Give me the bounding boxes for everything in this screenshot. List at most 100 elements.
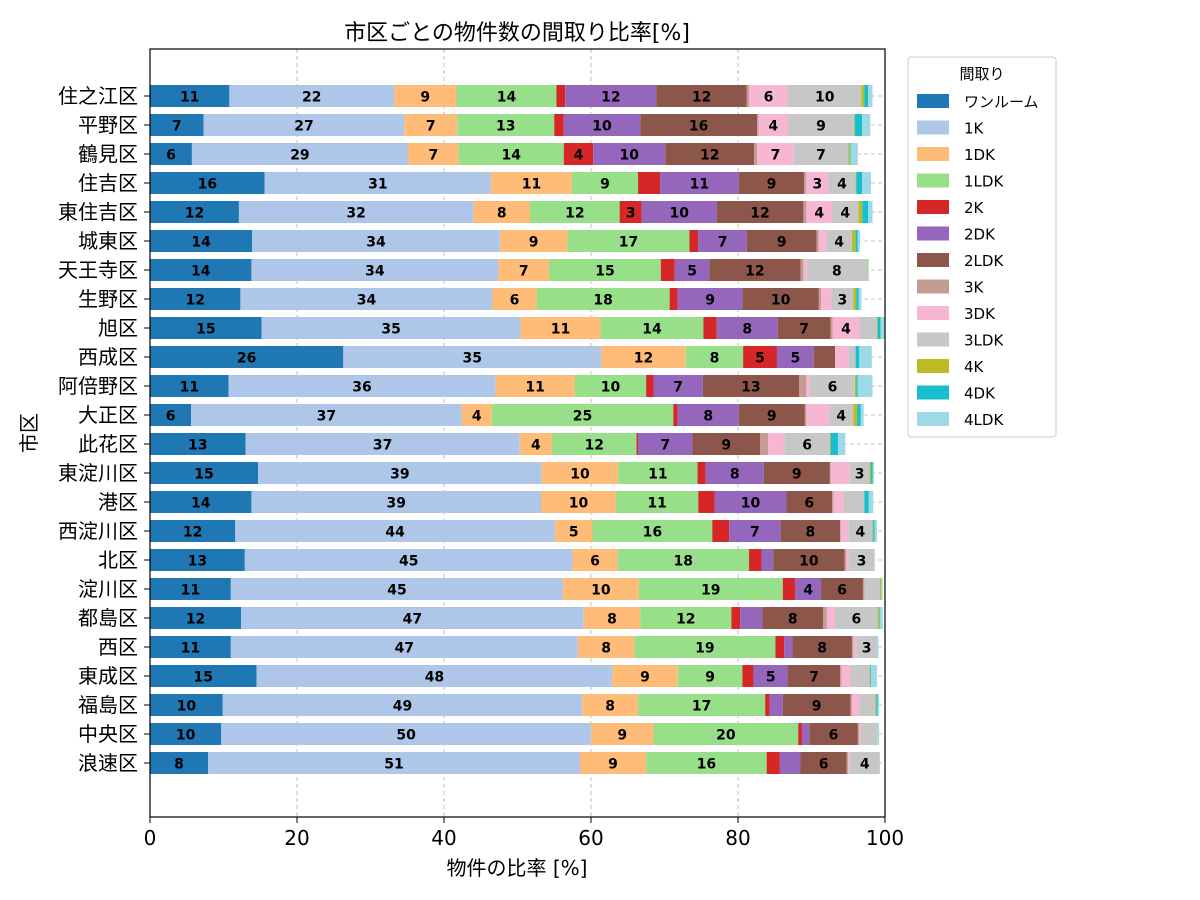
bar-segment (673, 404, 678, 426)
bar-value-label: 7 (816, 148, 826, 164)
y-tick-label: 東淀川区 (58, 461, 138, 485)
bar-segment (150, 404, 192, 426)
bar-segment (519, 433, 553, 455)
bar-value-label: 10 (619, 148, 639, 164)
bar-value-label: 16 (198, 177, 217, 193)
bar-segment (850, 143, 858, 165)
bar-segment (810, 375, 855, 397)
legend-entry: 2DK (964, 226, 996, 244)
bar-segment (669, 288, 678, 310)
bar-segment (787, 85, 862, 107)
bar-segment (491, 172, 572, 194)
bar-segment (766, 752, 780, 774)
bar-value-label: 8 (605, 699, 615, 715)
legend-swatch (917, 279, 949, 294)
bar-segment (499, 230, 568, 252)
y-tick-label: 福島区 (78, 693, 138, 717)
bar-segment (813, 346, 836, 368)
bar-segment (840, 665, 842, 687)
bar-value-label: 12 (183, 525, 202, 541)
bar-value-label: 4 (472, 409, 482, 425)
bar-value-label: 48 (425, 670, 444, 686)
bar-segment (563, 143, 594, 165)
bar-segment (229, 85, 395, 107)
bar-segment (818, 230, 827, 252)
bar-segment (618, 462, 698, 484)
bar-segment (456, 85, 557, 107)
bar-segment (714, 491, 787, 513)
bar-segment (150, 491, 252, 513)
bar-segment (577, 636, 635, 658)
bar-segment (860, 404, 864, 426)
bar-segment (761, 549, 774, 571)
bar-value-label: 10 (591, 583, 611, 599)
legend-swatch (917, 226, 949, 241)
bar-segment (870, 665, 872, 687)
x-tick-label: 60 (578, 826, 603, 850)
bar-value-label: 11 (180, 380, 199, 396)
bar-segment (851, 636, 854, 658)
bar-segment (833, 491, 844, 513)
bar-value-label: 14 (191, 496, 211, 512)
bar-value-label: 13 (188, 554, 207, 570)
bar-segment (848, 346, 856, 368)
bar-value-label: 14 (642, 322, 662, 338)
bar-segment (641, 201, 717, 223)
bar-value-label: 4 (841, 322, 851, 338)
bar-segment (877, 723, 880, 745)
bar-segment (638, 694, 766, 716)
bar-value-label: 16 (697, 757, 716, 773)
bar-value-label: 11 (551, 322, 570, 338)
bar-value-label: 3 (626, 206, 636, 222)
bar-segment (716, 201, 804, 223)
bar-segment (868, 85, 873, 107)
bar-value-label: 10 (601, 380, 621, 396)
bar-segment (738, 404, 805, 426)
bar-segment (829, 404, 854, 426)
bar-segment (856, 172, 863, 194)
plot-frame (149, 48, 886, 818)
y-tick-label: 城東区 (78, 229, 138, 253)
bar-segment (150, 665, 257, 687)
bar-value-label: 6 (764, 90, 774, 106)
bar-segment (150, 114, 204, 136)
bar-segment (150, 636, 231, 658)
bar-value-label: 12 (692, 90, 711, 106)
bar-segment (800, 259, 804, 281)
bar-segment (554, 114, 564, 136)
bar-value-label: 9 (600, 177, 610, 193)
bar-segment (806, 201, 833, 223)
bar-segment (864, 491, 869, 513)
bar-segment (685, 346, 744, 368)
y-tick-label: 西淀川区 (58, 519, 138, 543)
bar-value-label: 6 (510, 293, 520, 309)
bar-segment (775, 636, 785, 658)
bar-value-label: 10 (177, 699, 197, 715)
bar-segment (634, 636, 776, 658)
bar-segment (150, 607, 242, 629)
bar-segment (703, 317, 717, 339)
bar-segment (150, 288, 241, 310)
y-tick-label: 生野区 (78, 287, 138, 311)
bar-segment (601, 346, 686, 368)
y-tick-label: 天王寺区 (58, 258, 138, 282)
bar-segment (779, 752, 801, 774)
bar-segment (858, 201, 863, 223)
bar-segment (583, 607, 641, 629)
bar-segment (826, 230, 852, 252)
bar-segment (150, 346, 344, 368)
y-tick-label: 都島区 (78, 606, 138, 630)
bar-segment (841, 665, 851, 687)
bar-value-label: 7 (799, 322, 809, 338)
bar-segment (872, 520, 874, 542)
legend-swatch (917, 385, 949, 400)
bar-segment (567, 230, 690, 252)
bar-value-label: 8 (174, 757, 184, 773)
bar-segment (660, 172, 739, 194)
bar-segment (600, 317, 704, 339)
bar-value-label: 8 (730, 467, 740, 483)
bar-value-label: 11 (525, 380, 544, 396)
bar-segment (862, 578, 865, 600)
bar-segment (191, 404, 462, 426)
